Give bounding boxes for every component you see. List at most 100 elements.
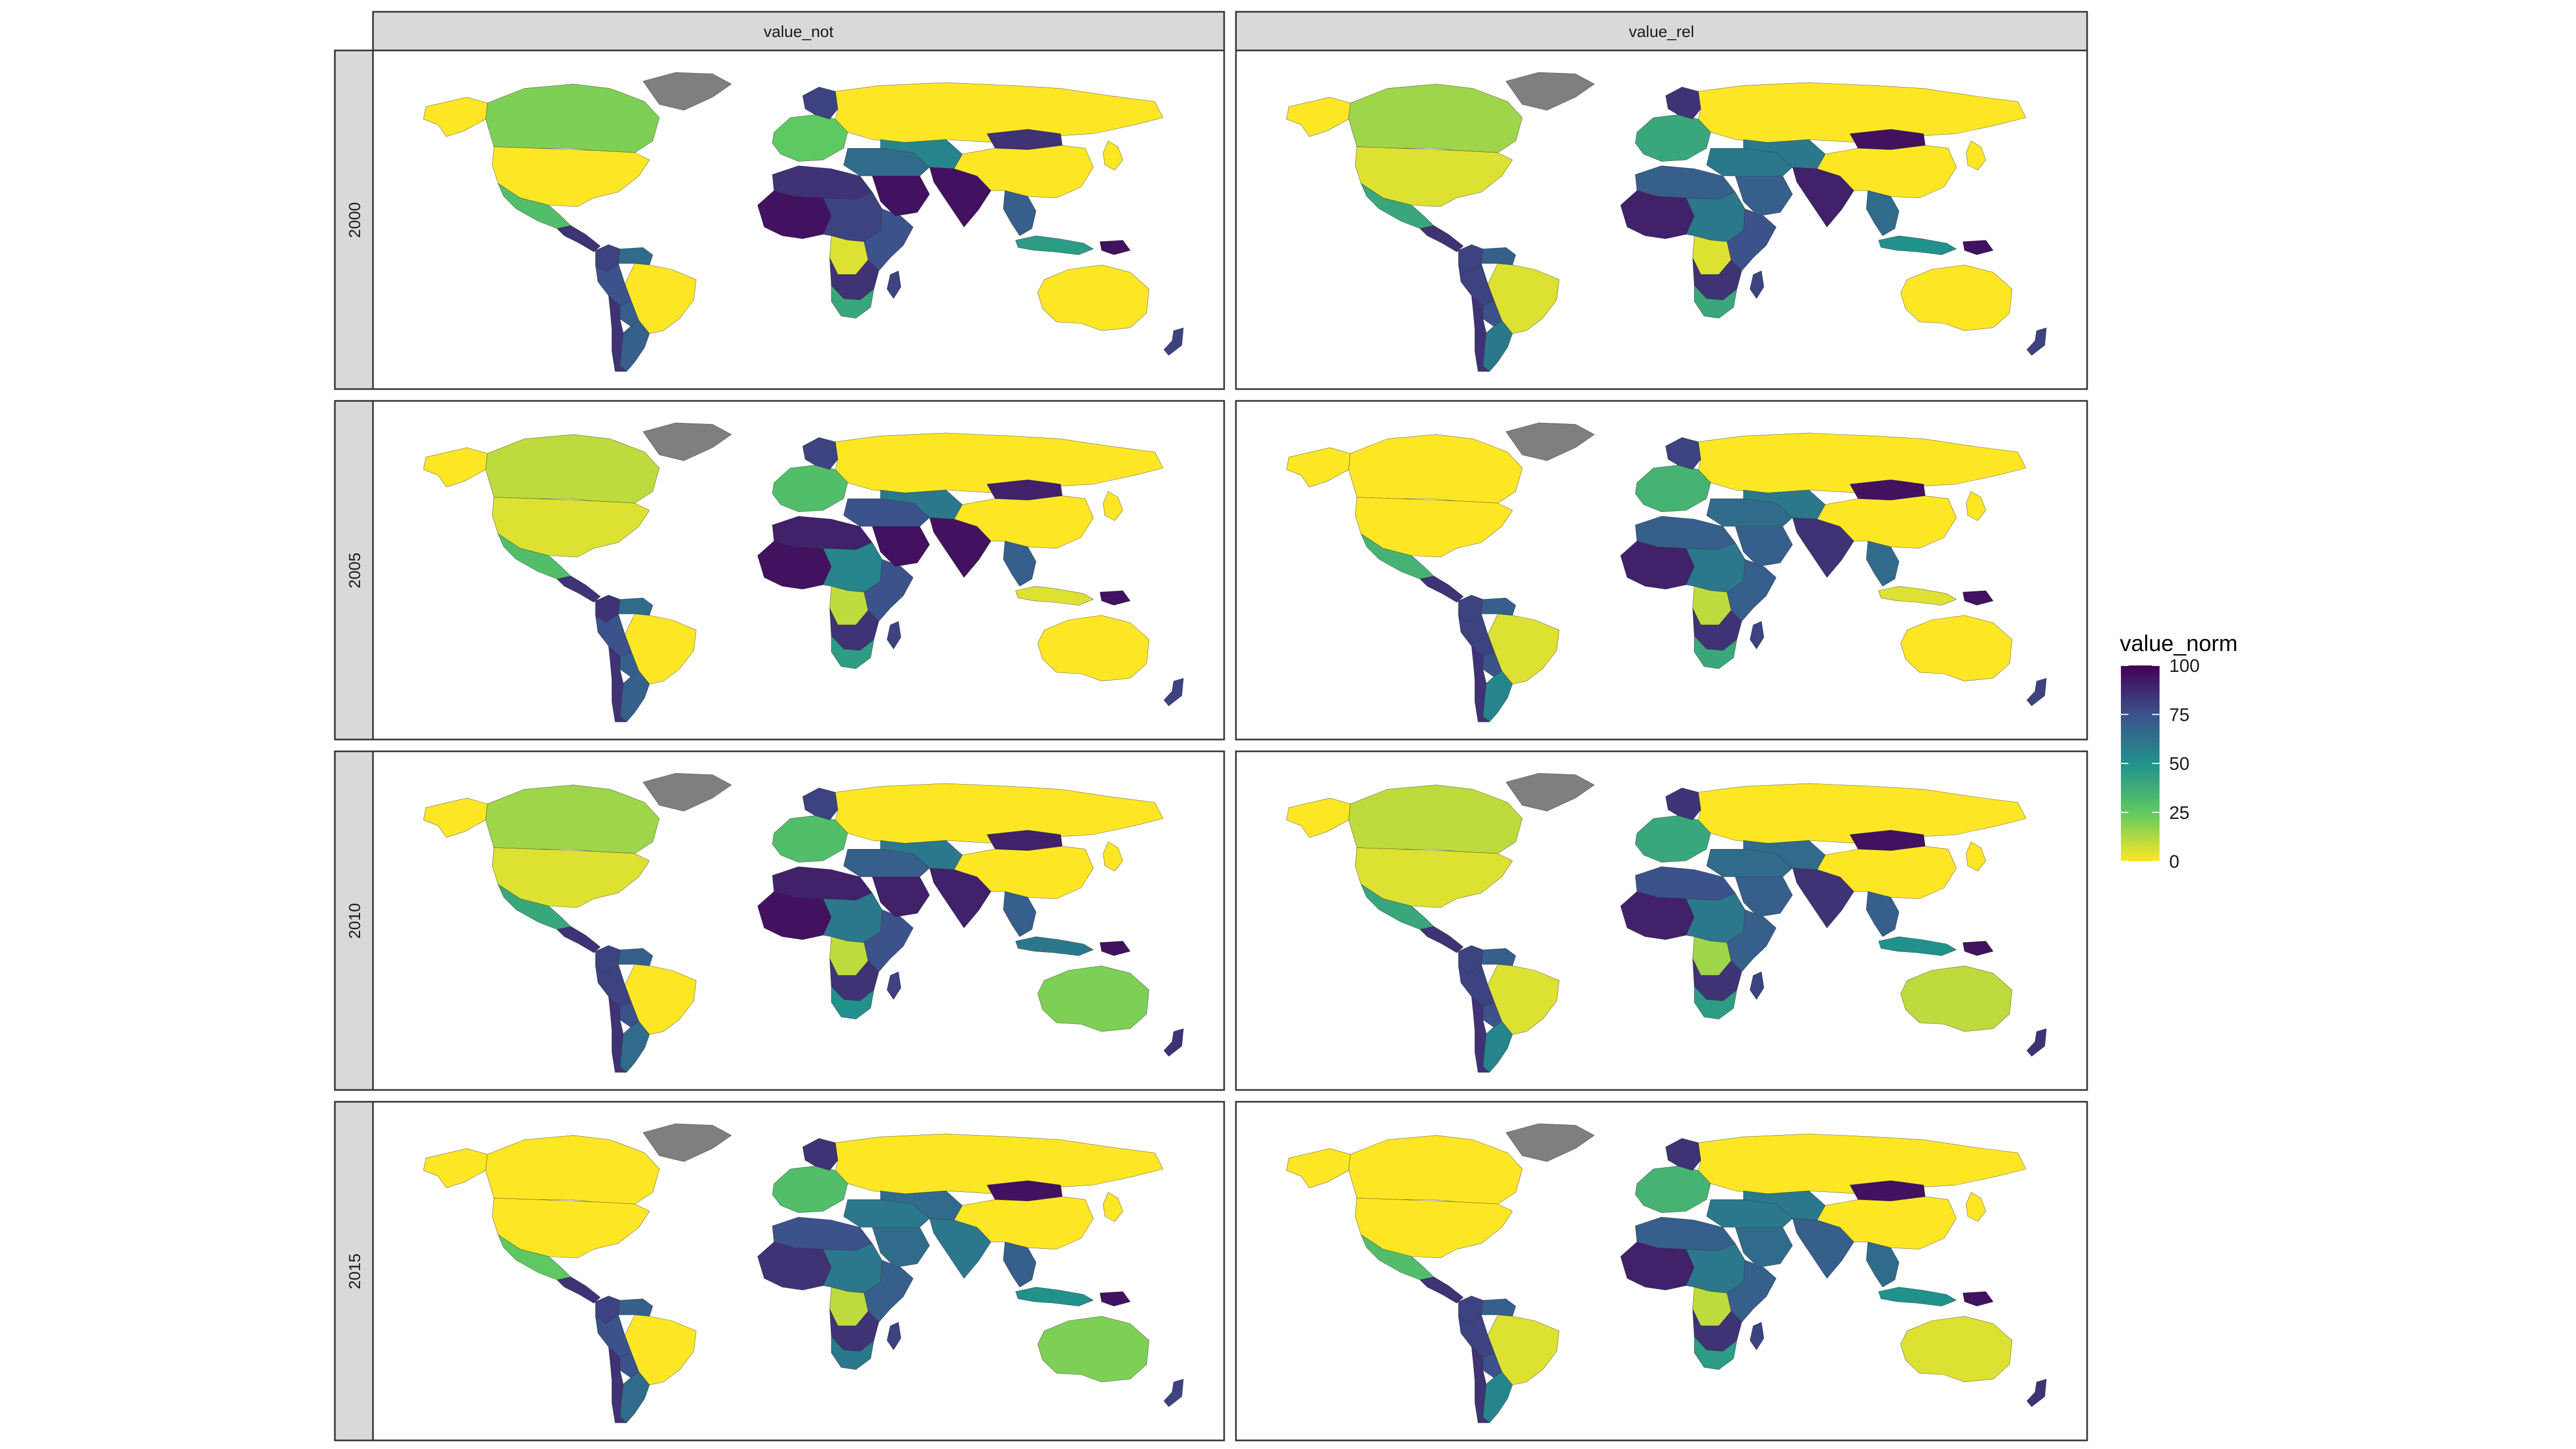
- panel-border: [1235, 750, 2088, 1091]
- row-strip-label: 2010: [346, 903, 364, 939]
- region-chile: [608, 295, 627, 372]
- region-greenland: [642, 1123, 732, 1162]
- legend-tick-label: 0: [2169, 852, 2179, 872]
- region-europe: [1635, 465, 1711, 512]
- legend-title: value_norm: [2120, 631, 2237, 656]
- region-arabia: [872, 1227, 930, 1268]
- region-central-america: [1419, 225, 1463, 252]
- region-alaska: [1286, 797, 1351, 838]
- world-map: [423, 72, 1184, 372]
- map-panels: [372, 49, 2088, 1441]
- region-japan: [1966, 1192, 1986, 1222]
- region-japan: [1966, 491, 1986, 521]
- region-madagascar: [887, 270, 902, 299]
- region-indonesia: [1878, 586, 1957, 605]
- region-png: [1100, 941, 1131, 956]
- row-strip-label: 2005: [346, 553, 364, 589]
- region-madagascar: [1750, 971, 1765, 1000]
- region-madagascar: [1750, 270, 1765, 299]
- world-map: [1286, 1123, 2047, 1423]
- region-png: [1963, 590, 1994, 605]
- world-map: [1286, 773, 2047, 1073]
- region-south-africa: [831, 986, 874, 1020]
- region-australia: [1900, 265, 2012, 331]
- region-alaska: [423, 797, 488, 838]
- region-new-zealand: [1163, 1028, 1184, 1057]
- region-australia: [1037, 615, 1150, 682]
- legend-tick-label: 25: [2169, 803, 2190, 823]
- region-southeast-asia: [1003, 1241, 1036, 1287]
- world-map: [423, 773, 1184, 1073]
- region-central-africa: [1686, 892, 1745, 943]
- region-central-africa: [1686, 542, 1745, 592]
- region-russia: [835, 82, 1163, 143]
- region-southeast-asia: [1003, 190, 1036, 236]
- region-arabia: [872, 526, 930, 567]
- region-png: [1963, 240, 1994, 255]
- map-panel-2005-value-rel: [1235, 400, 2088, 741]
- region-scandinavia: [1665, 787, 1701, 821]
- region-russia: [1698, 1133, 2026, 1194]
- map-panel-2010-value-not: [372, 750, 1225, 1091]
- legend-tick-label: 75: [2169, 705, 2190, 725]
- region-southeast-asia: [1866, 540, 1899, 587]
- region-europe: [772, 465, 848, 512]
- region-japan: [1103, 141, 1123, 171]
- region-europe: [772, 815, 848, 862]
- region-indonesia: [1015, 1287, 1094, 1306]
- region-australia: [1037, 965, 1150, 1032]
- region-china: [1817, 846, 1957, 899]
- region-central-africa: [1686, 1243, 1745, 1293]
- region-alaska: [423, 447, 488, 487]
- region-south-africa: [1694, 1336, 1737, 1370]
- region-arabia: [1735, 526, 1793, 567]
- region-australia: [1900, 1316, 2012, 1382]
- region-chile: [1471, 295, 1490, 372]
- region-new-zealand: [1163, 1379, 1184, 1407]
- region-indonesia: [1878, 1287, 1957, 1306]
- region-china: [1817, 145, 1957, 198]
- map-panel-2010-value-rel: [1235, 750, 2088, 1091]
- region-central-africa: [823, 892, 882, 943]
- region-scandinavia: [802, 1138, 838, 1171]
- panel-border: [1235, 400, 2088, 741]
- region-australia: [1037, 265, 1150, 331]
- map-panel-2000-value-not: [372, 49, 1225, 390]
- panel-border: [1235, 1101, 2088, 1441]
- region-greenland: [642, 773, 732, 811]
- panel-border: [372, 750, 1225, 1091]
- region-central-america: [1419, 576, 1463, 603]
- region-alaska: [1286, 97, 1351, 137]
- region-russia: [1698, 783, 2026, 844]
- region-central-america: [1419, 926, 1463, 953]
- region-south-africa: [831, 1336, 874, 1370]
- region-scandinavia: [1665, 1138, 1701, 1171]
- region-japan: [1103, 491, 1123, 521]
- region-new-zealand: [2026, 1379, 2047, 1407]
- region-alaska: [1286, 1148, 1351, 1188]
- region-new-zealand: [2026, 327, 2047, 356]
- region-southeast-asia: [1003, 540, 1036, 587]
- region-russia: [835, 783, 1163, 844]
- panel-border: [1235, 49, 2088, 390]
- region-central-africa: [823, 542, 882, 592]
- region-europe: [1635, 1166, 1711, 1213]
- region-central-america: [557, 926, 601, 953]
- region-new-zealand: [2026, 1028, 2047, 1057]
- region-south-africa: [831, 635, 874, 669]
- row-strip-label: 2015: [346, 1254, 364, 1290]
- region-china: [954, 145, 1094, 198]
- map-panel-2015-value-not: [372, 1101, 1225, 1441]
- region-png: [1100, 1291, 1131, 1306]
- region-russia: [835, 433, 1163, 493]
- region-europe: [1635, 815, 1711, 862]
- region-central-africa: [823, 192, 882, 242]
- region-russia: [835, 1133, 1163, 1194]
- region-central-africa: [1686, 192, 1745, 242]
- region-central-america: [557, 225, 601, 252]
- row-strip-2005: 2005: [334, 400, 374, 741]
- region-greenland: [642, 422, 732, 461]
- column-strip-value-not: value_not: [372, 11, 1225, 52]
- region-greenland: [642, 72, 732, 111]
